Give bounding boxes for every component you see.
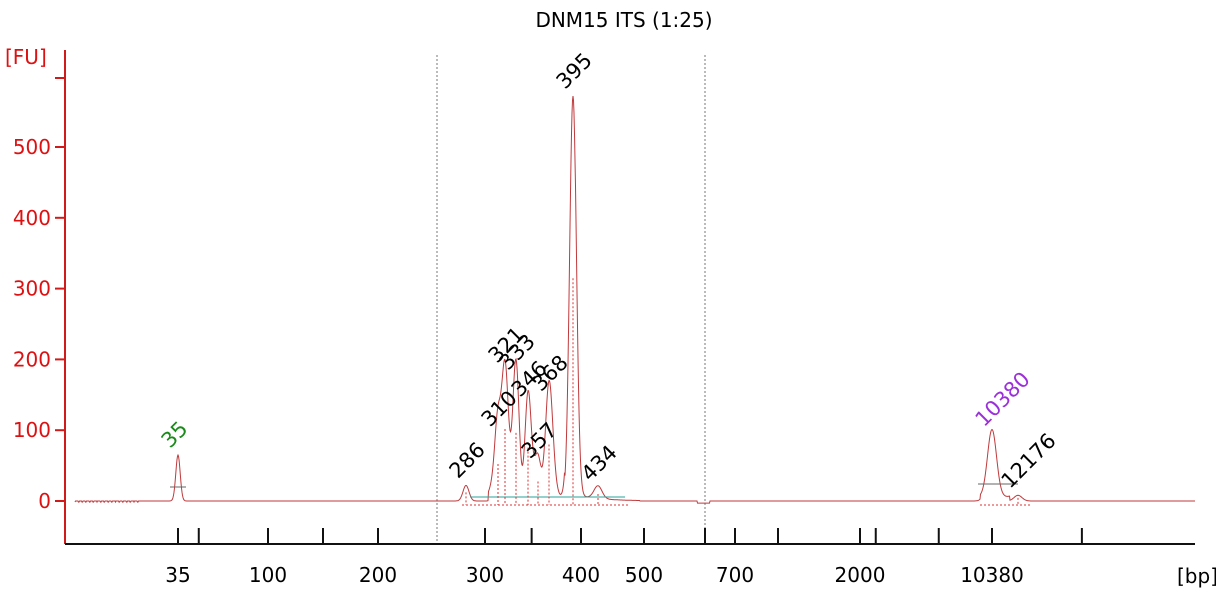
peak-label: 35 [157,417,193,453]
trace-layer [74,95,1195,506]
peak-label: 434 [577,440,622,485]
y-tick-label: 0 [38,489,51,513]
x-tick-label: 10380 [960,563,1024,587]
x-tick-label: 700 [716,563,754,587]
x-tick-label: 300 [466,563,504,587]
peak-label: 12176 [997,429,1061,493]
electropherogram-trace [74,95,1195,504]
y-tick-label: 200 [13,347,51,371]
peak-label: 286 [445,438,490,483]
x-tick-label: 200 [359,563,397,587]
x-tick-label: 35 [165,563,190,587]
peak-label: 10380 [971,367,1035,431]
y-tick-label: 300 [13,277,51,301]
region-markers [436,55,706,544]
x-axis-label: [bp] [1177,564,1216,588]
y-tick-label: 100 [13,418,51,442]
x-tick-label: 500 [625,563,663,587]
x-tick-label: 400 [562,563,600,587]
peak-label: 395 [552,48,597,93]
y-axis-label: [FU] [5,45,47,69]
y-tick-label: 400 [13,206,51,230]
x-tick-label: 2000 [835,563,886,587]
axes: 0 100 200 300 400 500 35 100 200 300 400 500 700 2000… [13,50,1195,587]
y-tick-label: 500 [13,135,51,159]
x-tick-label: 100 [249,563,287,587]
chart-title: DNM15 ITS (1:25) [535,8,712,32]
